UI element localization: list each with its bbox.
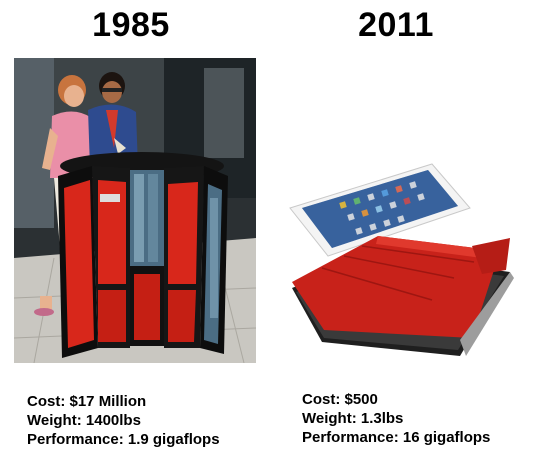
- supercomputer-photo: [14, 58, 256, 363]
- stats-2011: Cost: $500 Weight: 1.3lbs Performance: 1…: [302, 390, 490, 447]
- cost-2011: Cost: $500: [302, 391, 378, 408]
- weight-2011: Weight: 1.3lbs: [302, 410, 404, 427]
- performance-2011: Performance: 16 gigaflops: [302, 429, 491, 446]
- stats-1985: Cost: $17 Million Weight: 1400lbs Perfor…: [27, 392, 220, 449]
- year-1985-heading: 1985: [92, 6, 170, 44]
- performance-1985: Performance: 1.9 gigaflops: [27, 431, 220, 448]
- year-2011-heading: 2011: [358, 6, 434, 44]
- tablet-photo: [282, 150, 518, 365]
- weight-1985: Weight: 1400lbs: [27, 412, 141, 429]
- cost-1985: Cost: $17 Million: [27, 393, 147, 410]
